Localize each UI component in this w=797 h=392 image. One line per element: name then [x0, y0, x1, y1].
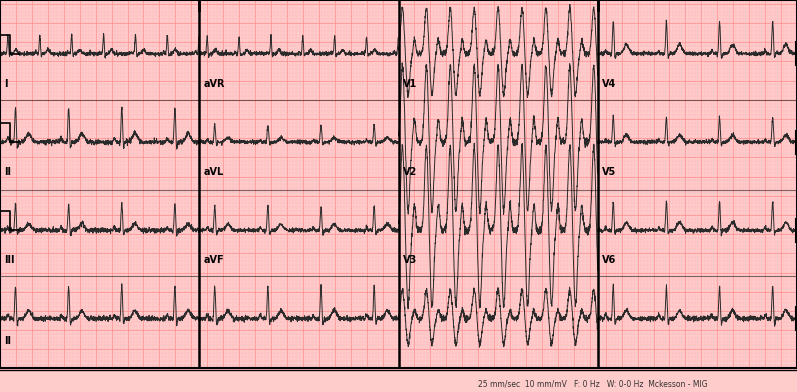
- Text: II: II: [4, 336, 11, 346]
- Text: III: III: [4, 255, 14, 265]
- Text: V6: V6: [602, 255, 616, 265]
- Text: V5: V5: [602, 167, 616, 177]
- Text: V1: V1: [402, 79, 417, 89]
- Text: II: II: [4, 167, 11, 177]
- Text: aVF: aVF: [203, 255, 224, 265]
- Text: aVL: aVL: [203, 167, 223, 177]
- Text: V3: V3: [402, 255, 417, 265]
- Text: 25 mm/sec  10 mm/mV   F: 0 Hz   W: 0-0 Hz  Mckesson - MIG: 25 mm/sec 10 mm/mV F: 0 Hz W: 0-0 Hz Mck…: [478, 379, 708, 388]
- Text: I: I: [4, 79, 7, 89]
- Text: V4: V4: [602, 79, 616, 89]
- Text: V2: V2: [402, 167, 417, 177]
- Text: aVR: aVR: [203, 79, 225, 89]
